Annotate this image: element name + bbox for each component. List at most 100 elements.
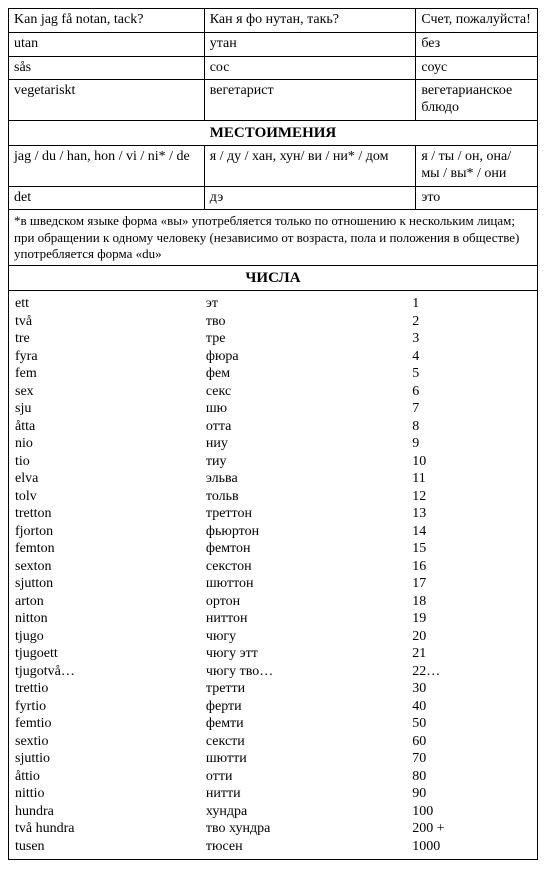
- number-cell-tr: ферти: [206, 698, 412, 716]
- number-cell-tr: хундра: [206, 803, 412, 821]
- number-cell-sv: nio: [15, 435, 206, 453]
- number-cell-ru: 1: [412, 295, 531, 313]
- number-cell-sv: sexton: [15, 558, 206, 576]
- pronoun-row: detдээто: [9, 186, 538, 210]
- number-cell-sv: ett: [15, 295, 206, 313]
- number-cell-ru: 18: [412, 593, 531, 611]
- number-cell-tr: фемти: [206, 715, 412, 733]
- number-cell-tr: третти: [206, 680, 412, 698]
- number-row: åttioотти80: [15, 768, 531, 786]
- phrase-cell-ru: без: [416, 32, 538, 56]
- pronoun-cell-tr: дэ: [204, 186, 416, 210]
- number-row: sextonсекстон16: [15, 558, 531, 576]
- number-cell-tr: тюсен: [206, 838, 412, 856]
- number-cell-sv: nittio: [15, 785, 206, 803]
- number-cell-tr: фем: [206, 365, 412, 383]
- number-row: tolvтольв12: [15, 488, 531, 506]
- number-cell-tr: тиу: [206, 453, 412, 471]
- number-cell-ru: 80: [412, 768, 531, 786]
- number-cell-sv: tjugoett: [15, 645, 206, 663]
- number-cell-tr: секстон: [206, 558, 412, 576]
- number-cell-tr: сексти: [206, 733, 412, 751]
- phrase-cell-tr: вегетарист: [204, 80, 416, 121]
- number-cell-ru: 20: [412, 628, 531, 646]
- number-cell-tr: отти: [206, 768, 412, 786]
- number-row: nittioнитти90: [15, 785, 531, 803]
- number-cell-sv: tre: [15, 330, 206, 348]
- number-cell-sv: sju: [15, 400, 206, 418]
- number-cell-tr: тре: [206, 330, 412, 348]
- phrase-cell-ru: вегетарианское блюдо: [416, 80, 538, 121]
- number-cell-sv: trettio: [15, 680, 206, 698]
- number-cell-sv: tio: [15, 453, 206, 471]
- number-cell-tr: эльва: [206, 470, 412, 488]
- number-cell-sv: sex: [15, 383, 206, 401]
- number-cell-ru: 1000: [412, 838, 531, 856]
- numbers-cell: ettэт1tvåтво2treтре3fyraфюра4femфем5sexс…: [9, 291, 538, 860]
- number-cell-sv: hundra: [15, 803, 206, 821]
- number-row: fyraфюра4: [15, 348, 531, 366]
- number-cell-sv: fyra: [15, 348, 206, 366]
- phrase-cell-tr: утан: [204, 32, 416, 56]
- number-cell-ru: 30: [412, 680, 531, 698]
- number-cell-tr: шю: [206, 400, 412, 418]
- phrase-row: såsсоссоус: [9, 56, 538, 80]
- number-row: fjortonфьюртон14: [15, 523, 531, 541]
- numbers-list: ettэт1tvåтво2treтре3fyraфюра4femфем5sexс…: [15, 295, 531, 855]
- number-cell-ru: 50: [412, 715, 531, 733]
- number-cell-ru: 22…: [412, 663, 531, 681]
- number-row: åttaотта8: [15, 418, 531, 436]
- number-cell-sv: nitton: [15, 610, 206, 628]
- number-row: sjuttonшюттон17: [15, 575, 531, 593]
- number-cell-tr: треттон: [206, 505, 412, 523]
- number-cell-sv: fjorton: [15, 523, 206, 541]
- number-cell-ru: 17: [412, 575, 531, 593]
- number-cell-sv: två: [15, 313, 206, 331]
- number-row: fyrtioферти40: [15, 698, 531, 716]
- number-cell-ru: 16: [412, 558, 531, 576]
- number-cell-ru: 7: [412, 400, 531, 418]
- pronoun-cell-tr: я / ду / хан, хун/ ви / ни* / дом: [204, 145, 416, 186]
- phrase-cell-sv: utan: [9, 32, 205, 56]
- number-cell-tr: тво: [206, 313, 412, 331]
- number-cell-tr: тво хундра: [206, 820, 412, 838]
- number-cell-tr: нитти: [206, 785, 412, 803]
- number-cell-tr: шюттон: [206, 575, 412, 593]
- number-cell-sv: fyrtio: [15, 698, 206, 716]
- number-cell-ru: 15: [412, 540, 531, 558]
- phrase-cell-tr: сос: [204, 56, 416, 80]
- number-row: tusenтюсен1000: [15, 838, 531, 856]
- phrasebook-table: Kan jag få notan, tack?Кан я фо нутан, т…: [8, 8, 538, 860]
- number-row: ettэт1: [15, 295, 531, 313]
- number-row: treтре3: [15, 330, 531, 348]
- number-cell-sv: tretton: [15, 505, 206, 523]
- number-cell-tr: секс: [206, 383, 412, 401]
- number-cell-tr: фьюртон: [206, 523, 412, 541]
- phrase-cell-sv: sås: [9, 56, 205, 80]
- number-cell-sv: tusen: [15, 838, 206, 856]
- number-cell-ru: 70: [412, 750, 531, 768]
- number-cell-tr: шютти: [206, 750, 412, 768]
- phrase-row: vegetarisktвегетариствегетарианское блюд…: [9, 80, 538, 121]
- number-cell-sv: tjugotvå…: [15, 663, 206, 681]
- pronoun-cell-ru: это: [416, 186, 538, 210]
- section-header-numbers: ЧИСЛА: [9, 266, 538, 291]
- number-cell-ru: 14: [412, 523, 531, 541]
- number-cell-sv: åttio: [15, 768, 206, 786]
- number-row: sextioсексти60: [15, 733, 531, 751]
- pronoun-cell-ru: я / ты / он, она/ мы / вы* / они: [416, 145, 538, 186]
- number-cell-ru: 5: [412, 365, 531, 383]
- number-cell-ru: 3: [412, 330, 531, 348]
- number-row: sjuttioшютти70: [15, 750, 531, 768]
- number-row: femtonфемтон15: [15, 540, 531, 558]
- number-row: artonортон18: [15, 593, 531, 611]
- phrase-row: Kan jag få notan, tack?Кан я фо нутан, т…: [9, 9, 538, 33]
- section-header-pronouns: МЕСТОИМЕНИЯ: [9, 120, 538, 145]
- number-cell-sv: arton: [15, 593, 206, 611]
- number-row: sjuшю7: [15, 400, 531, 418]
- number-cell-ru: 12: [412, 488, 531, 506]
- number-row: elvaэльва11: [15, 470, 531, 488]
- number-cell-ru: 200 +: [412, 820, 531, 838]
- number-cell-tr: отта: [206, 418, 412, 436]
- number-row: tjugotvå…чюгу тво…22…: [15, 663, 531, 681]
